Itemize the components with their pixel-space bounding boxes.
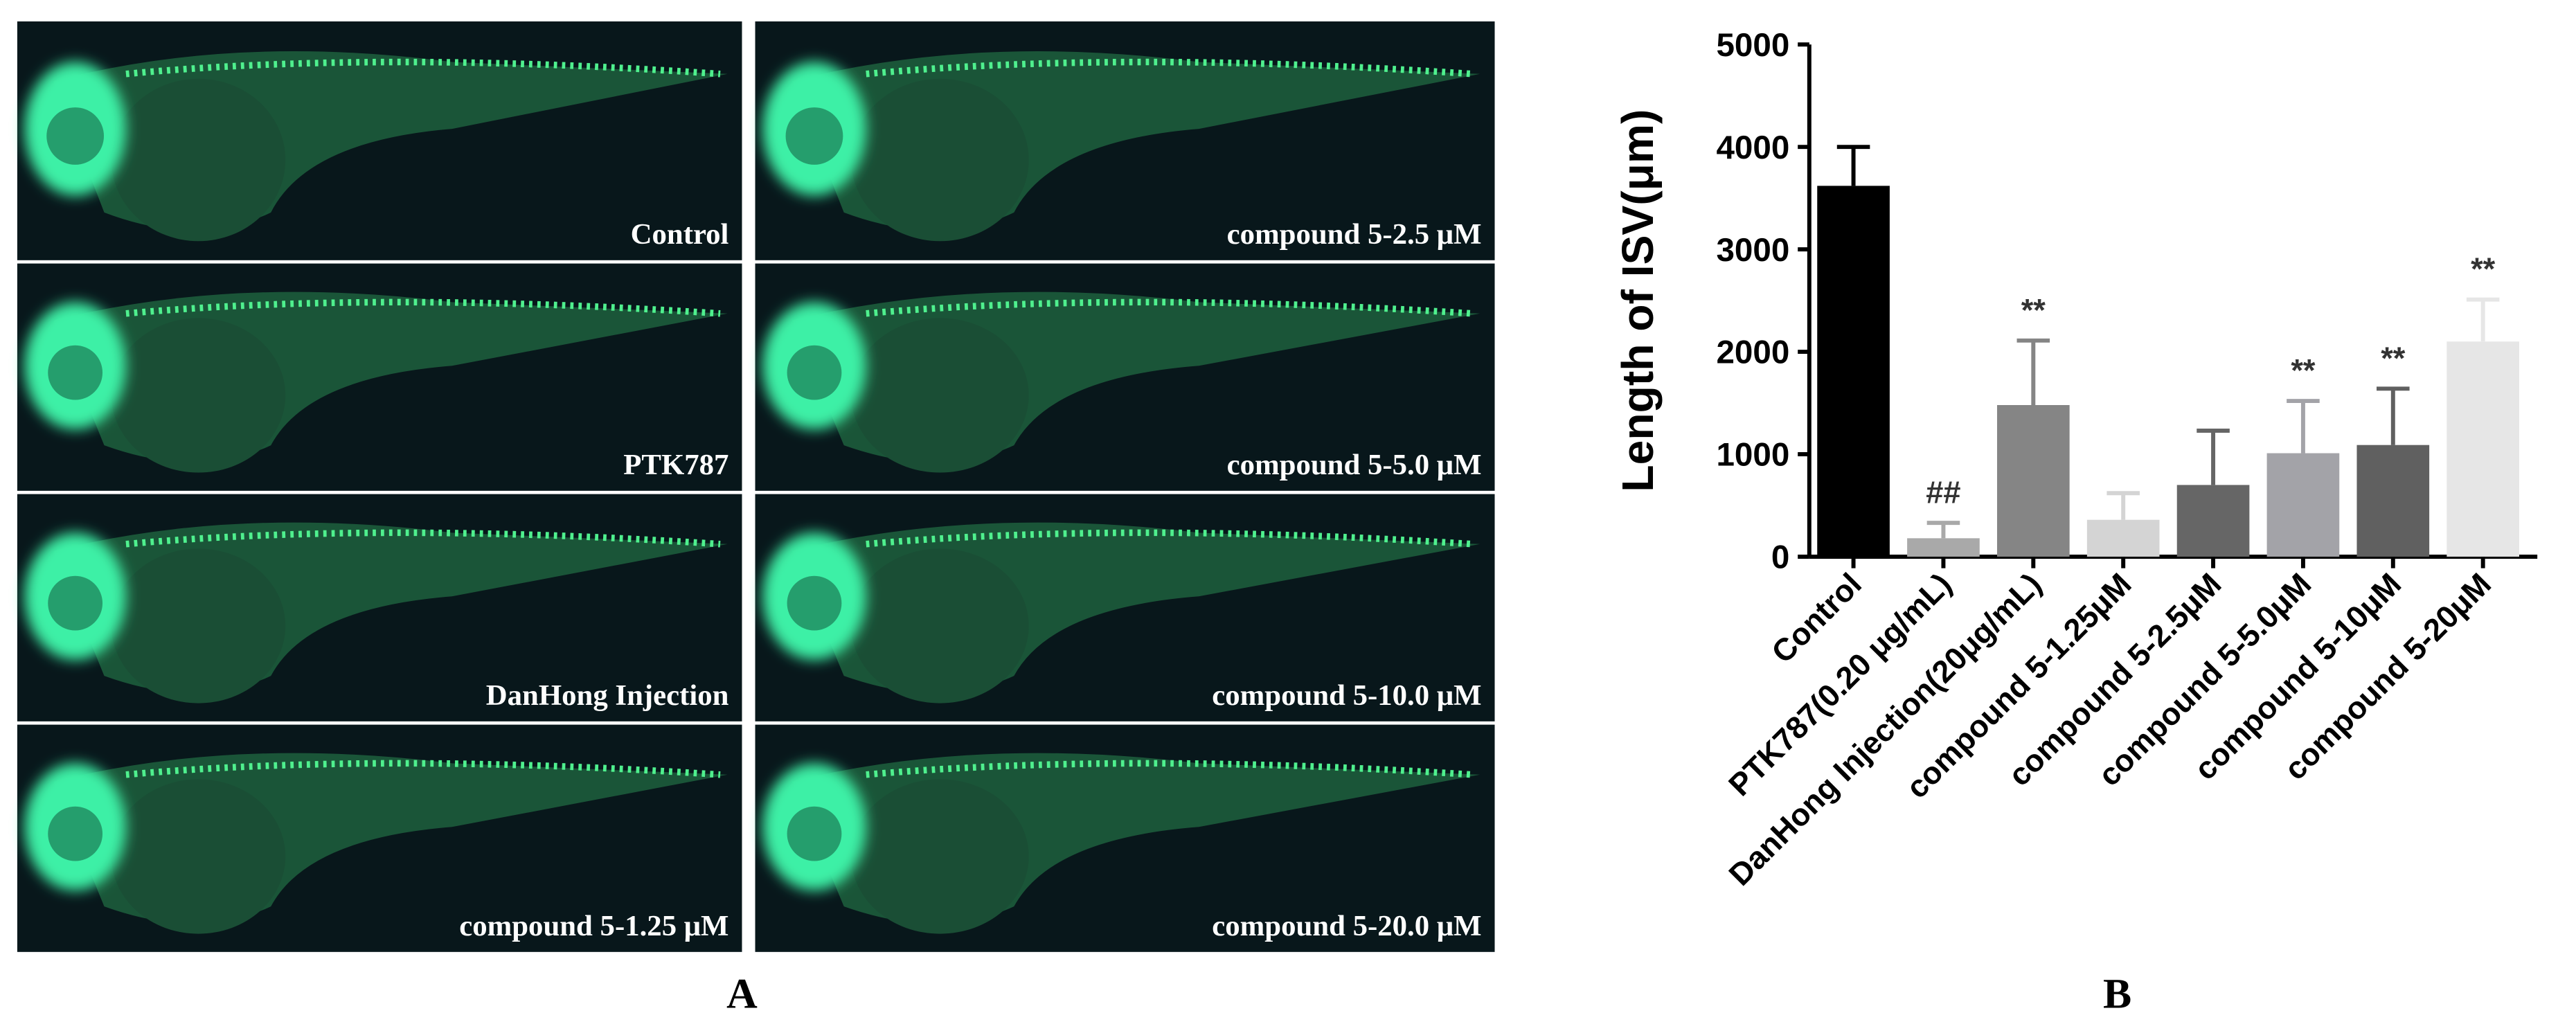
bar — [1817, 186, 1890, 557]
panel-label: B — [2103, 971, 2131, 1018]
panel-caption: compound 5-20.0 μM — [1212, 910, 1481, 942]
micrograph: compound 5-10.0 μM — [755, 494, 1495, 721]
vessels — [866, 58, 1473, 78]
yolk — [851, 78, 1029, 242]
significance-label: ** — [2021, 292, 2046, 328]
error-bar — [2287, 399, 2320, 454]
panel-caption: compound 5-10.0 μM — [1212, 679, 1481, 712]
error-bar — [1836, 145, 1870, 186]
micrograph: compound 5-20.0 μM — [755, 724, 1495, 952]
micrograph: compound 5-1.25 μM — [17, 724, 742, 952]
y-axis-label: Length of ISV(μm) — [1613, 109, 1663, 492]
vessels — [866, 298, 1473, 317]
panel-caption: PTK787 — [623, 449, 728, 481]
error-bar — [2107, 491, 2140, 520]
yolk — [851, 318, 1029, 473]
eye — [785, 107, 843, 165]
bar — [2086, 519, 2160, 557]
error-bar — [2377, 386, 2410, 445]
micrograph: Control — [17, 21, 742, 260]
bar — [2447, 341, 2519, 557]
y-tick-label: 2000 — [1716, 334, 1789, 371]
bar — [2176, 485, 2250, 557]
eye — [787, 806, 842, 861]
y-tick-label: 3000 — [1716, 232, 1789, 269]
panel-caption: compound 5-2.5 μM — [1227, 218, 1482, 251]
error-bar — [2016, 338, 2050, 406]
yolk — [851, 779, 1029, 934]
significance-label: ## — [1926, 475, 1960, 510]
panel-caption: DanHong Injection — [486, 679, 729, 712]
error-bar — [2197, 429, 2230, 485]
y-tick-label: 0 — [1771, 539, 1789, 576]
eye — [46, 107, 105, 165]
bar — [1996, 405, 2070, 557]
significance-label: ** — [2471, 251, 2496, 287]
eye — [787, 345, 842, 400]
vessels — [125, 760, 721, 778]
yolk — [851, 548, 1029, 703]
significance-label: ** — [2381, 341, 2406, 376]
vessels — [125, 298, 721, 317]
panel-caption: compound 5-5.0 μM — [1227, 449, 1482, 481]
y-tick-label: 5000 — [1716, 27, 1789, 64]
vessels — [125, 58, 721, 78]
micrograph: DanHong Injection — [17, 494, 742, 721]
vessels — [125, 529, 721, 548]
y-tick-label: 1000 — [1716, 437, 1789, 474]
error-bar — [2466, 297, 2500, 342]
bar — [1907, 538, 1980, 557]
panel-label: A — [726, 971, 758, 1018]
yolk — [111, 318, 286, 473]
y-tick-label: 4000 — [1716, 129, 1789, 166]
vessels — [866, 760, 1473, 778]
bar — [2266, 453, 2340, 557]
micrograph: compound 5-5.0 μM — [755, 263, 1495, 491]
vessels — [866, 529, 1473, 548]
eye — [787, 575, 842, 631]
panel-caption: Control — [631, 218, 729, 251]
yolk — [111, 78, 286, 242]
eye — [48, 345, 103, 400]
micrograph: PTK787 — [17, 263, 742, 491]
micrograph: compound 5-2.5 μM — [755, 21, 1495, 260]
error-bar — [1926, 521, 1960, 539]
panel-a: Control PTK787 DanHong Injection compound 5… — [17, 21, 1495, 952]
eye — [48, 575, 103, 631]
yolk — [111, 779, 286, 934]
panel-caption: compound 5-1.25 μM — [459, 910, 728, 942]
eye — [48, 806, 103, 861]
bar — [2356, 445, 2430, 557]
yolk — [111, 548, 286, 703]
significance-label: ** — [2291, 353, 2316, 388]
